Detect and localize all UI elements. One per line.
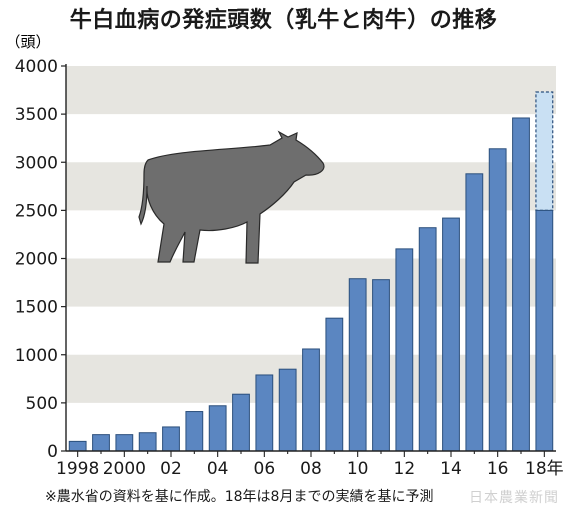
y-tick-labels: 0 500 1000 1500 2000 2500 3000 3500 4000 [15, 57, 58, 462]
y-tick-label: 1000 [15, 346, 58, 366]
chart-title: 牛白血病の発症頭数（乳牛と肉牛）の推移 [69, 8, 498, 33]
bar [278, 368, 297, 452]
y-tick-label: 4000 [15, 57, 58, 77]
bar [232, 393, 250, 452]
forecast-bar [535, 91, 554, 211]
bar [185, 411, 204, 452]
bar [395, 248, 414, 452]
x-tick-label: 2000 [103, 459, 146, 479]
bar [442, 217, 460, 452]
x-tick-label: 06 [254, 459, 276, 479]
bar [115, 434, 134, 452]
watermark: 日本農業新聞 [469, 490, 559, 506]
cow-icon [138, 130, 325, 264]
bar [535, 209, 554, 452]
y-tick-label: 2000 [15, 250, 58, 270]
bar [488, 148, 507, 452]
bar [92, 434, 110, 452]
bar [372, 279, 390, 452]
bar [418, 227, 437, 452]
y-tick-label: 3000 [15, 153, 58, 173]
bar [348, 278, 367, 452]
x-tick-label: 14 [440, 459, 462, 479]
bar [465, 173, 484, 452]
y-tick-label: 3500 [15, 105, 58, 125]
bars [68, 91, 554, 452]
footnote: ※農水省の資料を基に作成。18年は8月までの実績を基に予測 [45, 489, 434, 505]
bar [302, 348, 320, 452]
bar [512, 117, 530, 452]
y-tick-label: 500 [26, 394, 58, 414]
bar [208, 405, 227, 452]
axes [61, 64, 556, 457]
grid-band [66, 66, 556, 115]
x-tick-label: 02 [160, 459, 182, 479]
x-tick-label: 10 [347, 459, 369, 479]
bar [138, 432, 157, 452]
bar [162, 426, 180, 452]
bar [68, 440, 87, 452]
x-tick-labels: 1998 2000 02 04 06 08 10 12 14 16 18年 [56, 459, 564, 479]
y-tick-label: 1500 [15, 298, 58, 318]
x-tick-label: 16 [487, 459, 509, 479]
x-tick-label: 1998 [56, 459, 99, 479]
y-tick-label: 2500 [15, 201, 58, 221]
x-tick-label: 08 [300, 459, 322, 479]
x-tick-label: 18年 [525, 459, 564, 479]
bar [325, 317, 344, 452]
y-unit-label: （頭） [5, 33, 50, 51]
y-tick-label: 0 [47, 442, 58, 462]
x-tick-label: 12 [394, 459, 416, 479]
x-tick-label: 04 [207, 459, 229, 479]
bar [255, 374, 274, 452]
